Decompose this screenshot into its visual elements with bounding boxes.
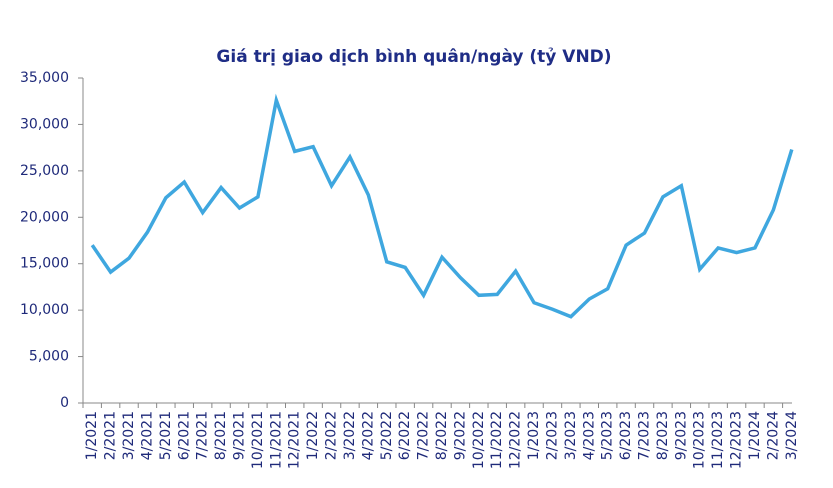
x-tick-label: 7/2022 [416,411,432,460]
chart-title: Giá trị giao dịch bình quân/ngày (tỷ VND… [216,47,611,67]
x-tick-label: 3/2024 [784,411,800,460]
y-tick-label: 35,000 [20,70,69,86]
y-tick-label: 30,000 [20,116,69,132]
x-tick-label: 7/2023 [637,411,653,460]
x-tick-label: 12/2022 [508,411,524,469]
x-tick-label: 1/2024 [747,411,763,460]
x-tick-label: 4/2023 [581,411,597,460]
x-tick-label: 6/2023 [618,411,634,460]
x-tick-label: 8/2021 [213,411,229,460]
x-tick-label: 6/2022 [397,411,413,460]
x-tick-label: 12/2023 [729,411,745,469]
x-tick-label: 6/2021 [176,411,192,460]
x-tick-label: 2/2022 [324,411,340,460]
x-tick-label: 4/2022 [360,411,376,460]
x-tick-label: 3/2023 [563,411,579,460]
y-tick-label: 25,000 [20,163,69,179]
y-tick-label: 20,000 [20,209,69,225]
x-tick-label: 3/2021 [121,411,137,460]
x-tick-label: 3/2022 [342,411,358,460]
x-tick-label: 11/2021 [268,411,284,469]
x-tick-label: 2/2024 [765,411,781,460]
x-tick-label: 9/2022 [452,411,468,460]
x-tick-label: 9/2023 [673,411,689,460]
x-tick-label: 12/2021 [287,411,303,469]
x-tick-label: 10/2023 [692,411,708,469]
x-tick-label: 1/2021 [84,411,100,460]
x-tick-label: 11/2023 [710,411,726,469]
x-tick-label: 1/2023 [526,411,542,460]
x-tick-label: 2/2023 [544,411,560,460]
x-tick-label: 11/2022 [489,411,505,469]
x-tick-label: 7/2021 [195,411,211,460]
x-tick-label: 5/2021 [158,411,174,460]
y-tick-label: 10,000 [20,302,69,318]
line-series [90,93,794,319]
x-tick-label: 4/2021 [139,411,155,460]
x-tick-label: 2/2021 [103,411,119,460]
x-tick-label: 1/2022 [305,411,321,460]
x-tick-label: 10/2021 [250,411,266,469]
x-tick-label: 5/2022 [379,411,395,460]
x-tick-label: 10/2022 [471,411,487,469]
x-tick-label: 8/2022 [434,411,450,460]
x-tick-label: 5/2023 [600,411,616,460]
y-tick-label: 5,000 [29,349,69,365]
x-tick-label: 9/2021 [231,411,247,460]
y-tick-label: 0 [60,395,69,411]
y-tick-label: 15,000 [20,256,69,272]
x-tick-label: 8/2023 [655,411,671,460]
